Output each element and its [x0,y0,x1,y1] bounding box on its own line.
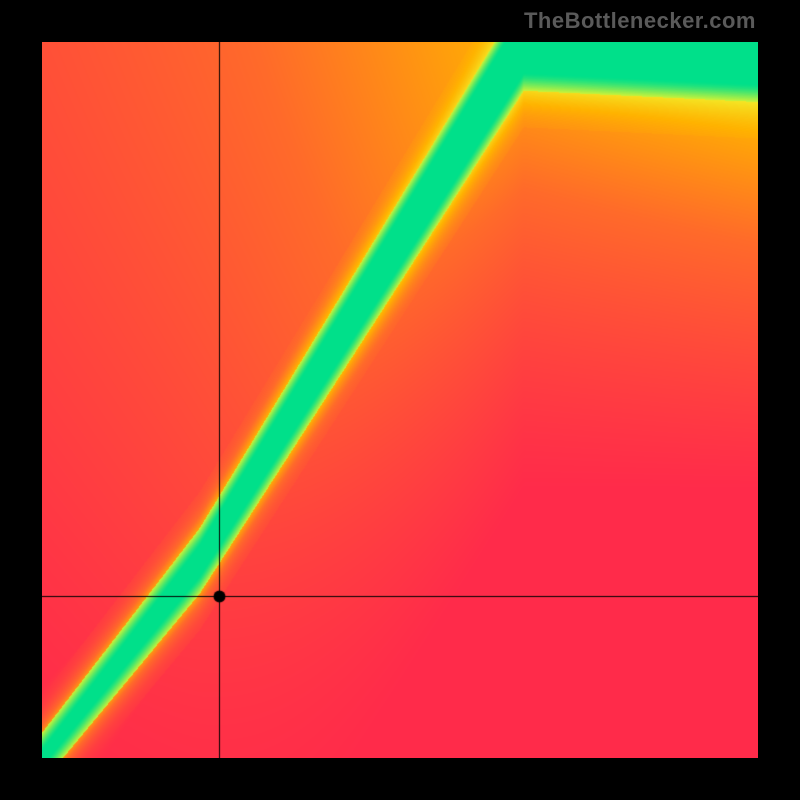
heatmap-plot [42,42,758,758]
heatmap-canvas [42,42,758,758]
watermark-text: TheBottlenecker.com [524,8,756,34]
